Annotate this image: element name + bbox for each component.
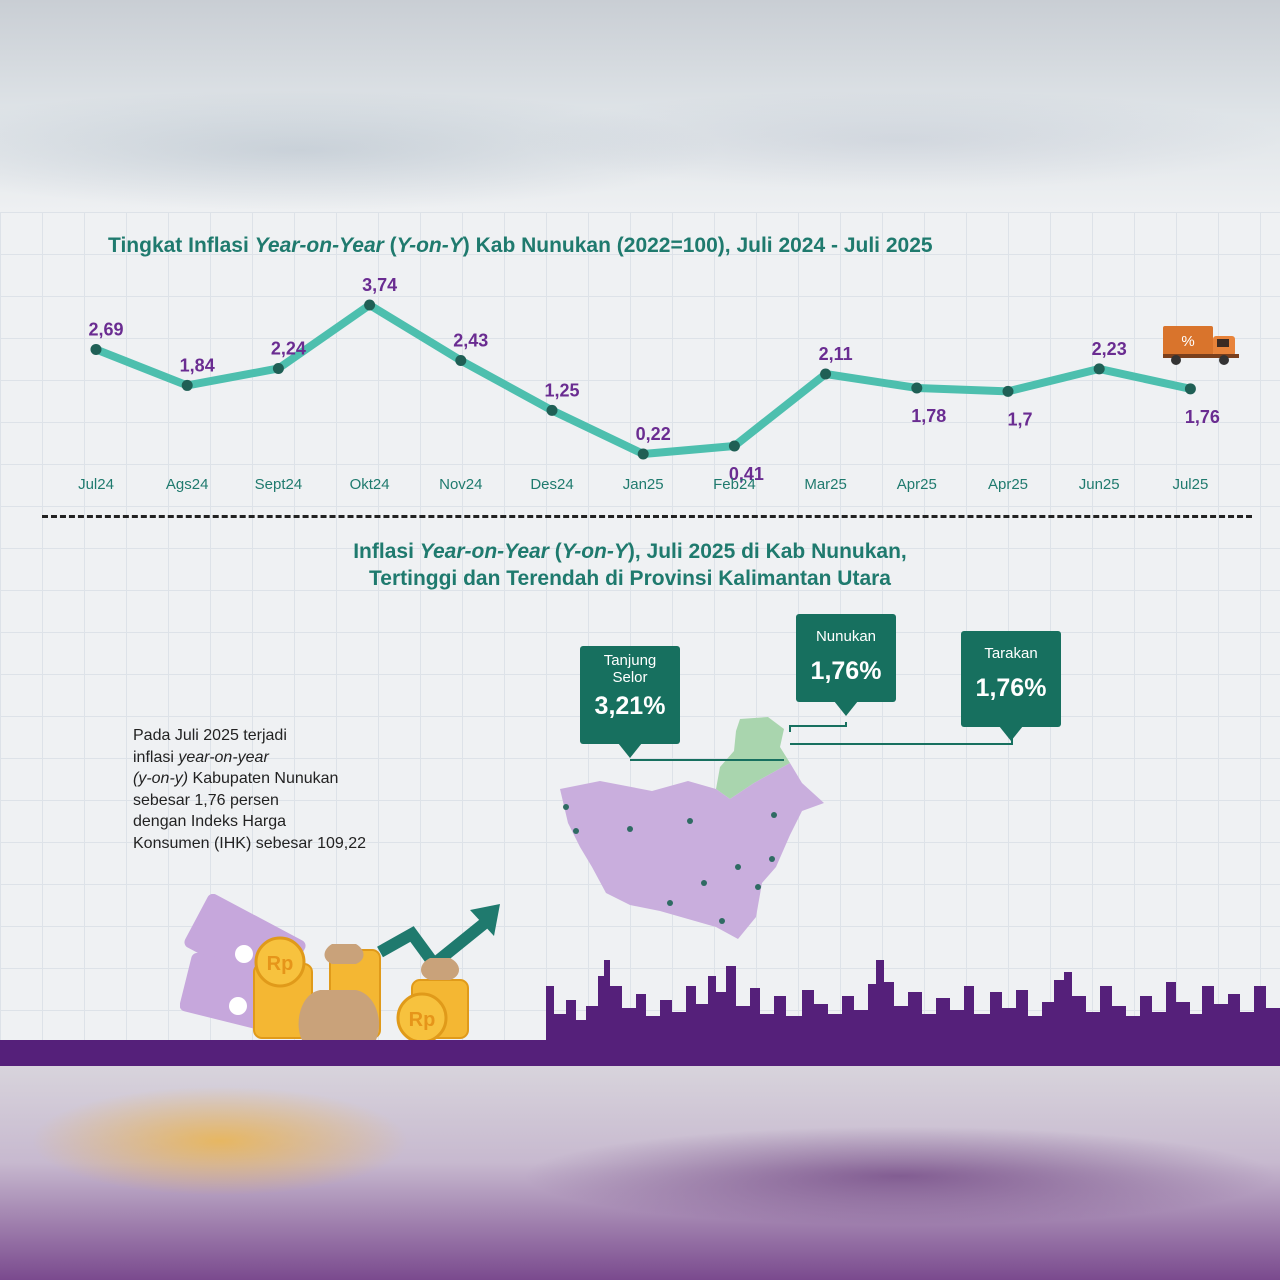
data-label: 1,25 (544, 380, 579, 400)
svg-text:Rp: Rp (409, 1009, 436, 1031)
inflation-line-chart: 2,69 Jul24 1,84 Ags24 2,24 Sept24 3,74 Okt24 2,4… (78, 275, 1220, 493)
truck-percent-icon: % (1162, 324, 1242, 373)
data-label: 3,74 (362, 275, 397, 295)
data-point (820, 368, 832, 380)
data-point (1093, 363, 1105, 375)
x-tick-label: Apr25 (988, 476, 1028, 493)
data-label: 0,41 (729, 464, 764, 484)
data-label: 1,78 (911, 406, 946, 426)
growth-arrow-icon (377, 904, 500, 973)
data-point (272, 362, 284, 374)
x-tick-label: Jul25 (1172, 476, 1208, 493)
x-tick-label: Jun25 (1079, 476, 1120, 493)
data-point (728, 440, 740, 452)
callout-nunukan: Nunukan 1,76% (796, 614, 896, 716)
infographic-panel: Tingkat Inflasi Year-on-Year (Y-on-Y) Ka… (0, 212, 1280, 1066)
data-label: 0,22 (636, 424, 671, 444)
x-tick-label: Okt24 (350, 476, 390, 493)
data-label: 2,11 (819, 344, 853, 364)
data-label: 2,23 (1092, 339, 1127, 359)
city-skyline (546, 960, 1280, 1042)
dashed-divider (42, 515, 1252, 518)
blurred-background-top (0, 0, 1280, 212)
svg-text:%: % (1181, 333, 1194, 350)
x-tick-label: Mar25 (804, 476, 847, 493)
data-label: 2,43 (453, 330, 488, 350)
data-label: 1,76 (1185, 407, 1220, 427)
data-label: 1,7 (1007, 409, 1032, 429)
data-point (546, 404, 558, 416)
rp-coin-icon (254, 936, 306, 988)
nunukan-region (716, 717, 790, 799)
kalimantan-utara-map (560, 717, 824, 939)
data-point (364, 299, 376, 311)
data-point (1184, 383, 1196, 395)
x-tick-label: Sept24 (255, 476, 303, 493)
callout-tanjung-selor: Tanjung Selor 3,21% (580, 646, 680, 758)
kaltara-province (560, 763, 824, 939)
x-tick-label: Jul24 (78, 476, 114, 493)
svg-text:Rp: Rp (267, 953, 294, 975)
purple-base-bar (0, 1040, 1280, 1066)
data-point (911, 382, 923, 394)
x-tick-label: Apr25 (897, 476, 937, 493)
blurred-background-bottom (0, 1066, 1280, 1280)
section-title: Inflasi Year-on-Year (Y-on-Y), Juli 2025… (353, 540, 907, 590)
data-label: 1,84 (180, 355, 215, 375)
x-tick-label: Nov24 (439, 476, 482, 493)
x-tick-label: Des24 (530, 476, 573, 493)
city-dots (563, 804, 777, 924)
data-label: 2,24 (271, 338, 306, 358)
callout-tarakan: Tarakan 1,76% (961, 631, 1061, 741)
x-tick-label: Ags24 (166, 476, 209, 493)
data-point (181, 379, 193, 391)
chart-title: Tingkat Inflasi Year-on-Year (Y-on-Y) Ka… (108, 234, 933, 257)
x-tick-label: Feb24 (713, 476, 756, 493)
x-tick-label: Jan25 (623, 476, 664, 493)
description-text: Pada Juli 2025 terjadi inflasi year-on-y… (133, 727, 367, 852)
data-point (455, 354, 467, 366)
money-growth-illustration: Rp Rp (180, 894, 500, 1044)
money-bag-icon (298, 944, 459, 1040)
data-point (90, 343, 102, 355)
callout-connectors (630, 722, 1013, 761)
data-point (1002, 385, 1014, 397)
data-label: 2,69 (88, 319, 123, 339)
data-point (637, 448, 649, 460)
